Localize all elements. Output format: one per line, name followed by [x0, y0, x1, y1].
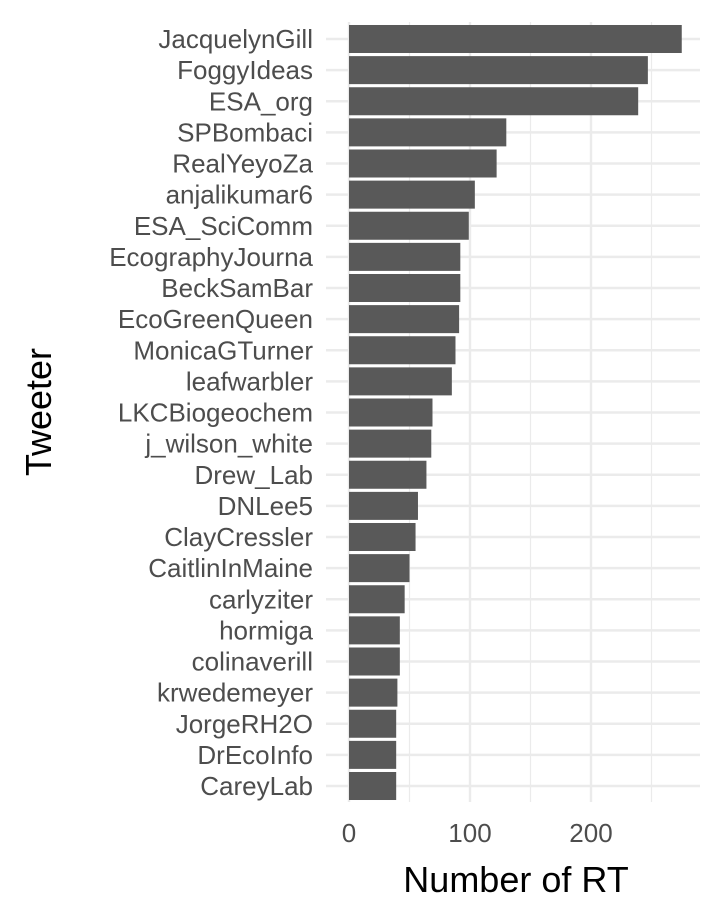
bar — [349, 398, 433, 427]
bar — [349, 87, 639, 116]
bar — [349, 429, 432, 458]
y-tick-label: LKCBiogeochem — [118, 398, 313, 428]
bar — [349, 678, 398, 707]
bar — [349, 554, 410, 583]
y-tick-label: CaitlinInMaine — [148, 553, 313, 583]
bar — [349, 616, 400, 645]
bar — [349, 522, 416, 552]
y-tick-label: anjalikumar6 — [166, 180, 313, 210]
y-tick-label: JorgeRH2O — [176, 709, 313, 739]
x-tick-label: 0 — [342, 818, 356, 848]
y-tick-label: krwedemeyer — [157, 678, 313, 708]
bar — [349, 336, 456, 365]
y-tick-label: RealYeyoZa — [172, 149, 313, 179]
bars — [349, 24, 682, 801]
bar — [349, 242, 461, 271]
y-tick-label: DNLee5 — [218, 491, 313, 521]
bar — [349, 149, 497, 178]
y-tick-label: EcographyJourna — [109, 242, 313, 272]
bar — [349, 491, 418, 520]
y-tick-label: FoggyIdeas — [177, 55, 313, 85]
bar — [349, 24, 682, 54]
bar — [349, 709, 397, 738]
bar — [349, 118, 507, 147]
y-tick-label: MonicaGTurner — [133, 335, 313, 365]
y-tick-label: colinaverill — [192, 647, 313, 677]
bar — [349, 211, 469, 240]
bar — [349, 771, 397, 801]
y-tick-label: hormiga — [219, 615, 313, 645]
y-tick-label: BeckSamBar — [161, 273, 313, 303]
y-tick-label: leafwarbler — [186, 366, 314, 396]
bar — [349, 180, 475, 209]
bar — [349, 305, 460, 334]
y-tick-label: ESA_SciComm — [134, 211, 313, 241]
y-tick-label: CareyLab — [200, 771, 313, 801]
bar — [349, 585, 405, 614]
y-tick-labels: JacquelynGillFoggyIdeasESA_orgSPBombaciR… — [109, 24, 313, 801]
x-tick-label: 200 — [569, 818, 612, 848]
x-axis-title: Number of RT — [403, 859, 628, 900]
y-tick-label: JacquelynGill — [158, 24, 313, 54]
y-tick-label: EcoGreenQueen — [118, 304, 313, 334]
y-tick-label: ClayCressler — [164, 522, 313, 552]
bar — [349, 367, 452, 396]
y-tick-label: carlyziter — [209, 584, 313, 614]
x-tick-labels: 0 100 200 — [342, 818, 613, 848]
y-tick-label: j_wilson_white — [144, 429, 313, 459]
y-tick-label: ESA_org — [209, 86, 313, 116]
bar — [349, 460, 427, 489]
bar — [349, 56, 648, 85]
bar — [349, 273, 461, 303]
y-tick-label: Drew_Lab — [194, 460, 313, 490]
y-tick-label: DrEcoInfo — [197, 740, 313, 770]
x-tick-label: 100 — [448, 818, 491, 848]
bar — [349, 647, 400, 676]
bar — [349, 740, 397, 769]
y-axis-title: Tweeter — [18, 348, 59, 476]
y-tick-label: SPBombaci — [177, 117, 313, 147]
